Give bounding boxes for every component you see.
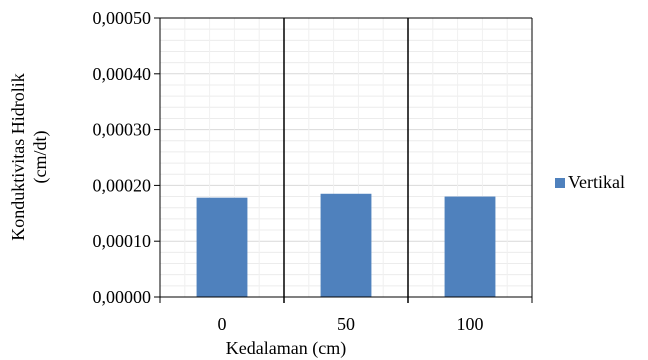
y-axis-title-line-1: Konduktivitas Hidrolik	[8, 73, 28, 241]
y-tick-label-0: 0,00000	[93, 287, 152, 307]
bars	[196, 193, 496, 297]
y-tick-label-4: 0,00040	[93, 64, 152, 84]
y-axis-title: Konduktivitas Hidrolik (cm/dt)	[8, 73, 51, 241]
y-tick-labels: 0,00000 0,00010 0,00020 0,00030 0,00040 0,000…	[93, 8, 152, 307]
y-axis-title-line-2: (cm/dt)	[30, 131, 51, 184]
y-tick-label-5: 0,00050	[93, 8, 152, 28]
x-tick-label-0: 0	[218, 314, 227, 334]
bar-50	[320, 193, 372, 297]
y-tick-label-3: 0,00030	[93, 120, 152, 140]
bar-0	[196, 197, 248, 297]
x-tick-labels: 0 50 100	[218, 314, 484, 334]
x-tick-label-50: 50	[337, 314, 355, 334]
plot-frame	[154, 17, 533, 303]
legend: Vertikal	[555, 172, 625, 192]
legend-label-vertikal: Vertikal	[568, 172, 625, 192]
x-axis-title: Kedalaman (cm)	[226, 338, 346, 359]
y-tick-label-1: 0,00010	[93, 231, 152, 251]
bar-100	[444, 196, 496, 297]
legend-swatch-vertikal	[555, 178, 565, 188]
y-tick-label-2: 0,00020	[93, 175, 152, 195]
x-tick-label-100: 100	[457, 314, 484, 334]
